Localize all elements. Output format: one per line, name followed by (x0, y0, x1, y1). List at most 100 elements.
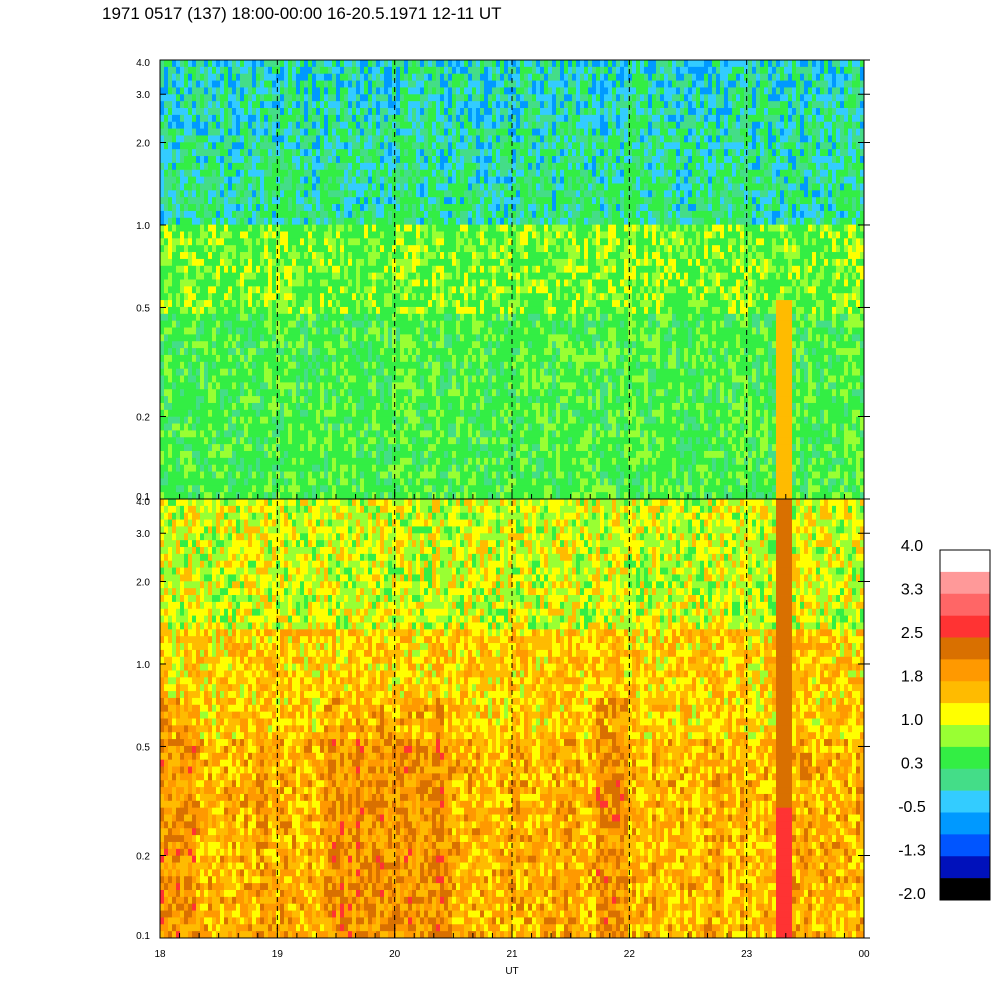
heat-cell (320, 341, 325, 349)
heat-cell (428, 464, 433, 472)
heat-cell (432, 66, 437, 75)
heat-cell (176, 416, 181, 424)
heat-cell (192, 471, 197, 479)
heat-cell (280, 149, 285, 157)
heat-cell (464, 478, 469, 486)
heat-cell (228, 265, 233, 274)
heat-cell (304, 416, 309, 424)
heat-cell (432, 471, 437, 479)
heat-cell (436, 402, 441, 411)
heat-cell (296, 101, 301, 109)
heat-cell (376, 348, 381, 356)
heat-cell (448, 149, 453, 157)
heat-cell (292, 190, 297, 198)
heat-cell (288, 327, 293, 335)
heat-cell (256, 73, 261, 81)
heat-cell (456, 327, 461, 335)
heat-cell (292, 485, 297, 493)
heat-cell (388, 60, 393, 68)
heat-cell (320, 327, 325, 335)
heat-cell (380, 60, 385, 68)
heat-cell (300, 361, 305, 370)
heat-cell (464, 224, 469, 232)
heat-cell (252, 60, 257, 68)
heat-cell (400, 156, 405, 164)
heat-cell (160, 354, 165, 363)
heat-cell (188, 375, 193, 383)
heat-cell (308, 245, 313, 253)
heat-cell (304, 231, 309, 239)
heat-cell (356, 80, 361, 88)
heat-cell (436, 492, 441, 499)
heat-cell (392, 361, 397, 370)
heat-cell (184, 87, 189, 95)
heat-cell (360, 272, 365, 280)
heat-cell (244, 464, 249, 472)
heat-cell (328, 423, 333, 431)
heat-cell (232, 114, 237, 123)
heat-cell (188, 210, 193, 219)
heat-cell (468, 156, 473, 164)
heat-cell (272, 361, 277, 370)
heat-cell (472, 80, 477, 88)
heat-cell (408, 73, 413, 81)
heat-cell (304, 162, 309, 171)
heat-cell (164, 341, 169, 349)
heat-cell (240, 320, 245, 328)
heat-cell (232, 80, 237, 88)
heat-cell (444, 279, 449, 287)
heat-cell (168, 402, 173, 411)
heat-cell (396, 94, 401, 102)
heat-cell (384, 238, 389, 246)
heat-cell (460, 135, 465, 143)
heat-cell (224, 238, 229, 246)
heat-cell (332, 313, 337, 322)
heat-cell (224, 402, 229, 411)
heat-cell (452, 478, 457, 486)
heat-cell (340, 279, 345, 287)
heat-cell (208, 94, 213, 102)
heat-cell (296, 409, 301, 418)
heat-cell (276, 94, 281, 102)
heat-cell (304, 197, 309, 205)
heat-cell (268, 416, 273, 424)
heat-cell (384, 245, 389, 253)
heat-cell (460, 478, 465, 486)
heat-cell (412, 306, 417, 315)
heat-cell (448, 73, 453, 81)
heat-cell (360, 348, 365, 356)
heat-cell (416, 245, 421, 253)
heat-cell (328, 485, 333, 493)
heat-cell (280, 224, 285, 232)
heat-cell (296, 437, 301, 445)
heat-cell (204, 108, 209, 116)
heat-cell (224, 217, 229, 226)
heat-cell (388, 368, 393, 376)
heat-cell (228, 238, 233, 246)
heat-cell (416, 279, 421, 287)
heat-cell (296, 231, 301, 239)
heat-cell (200, 114, 205, 123)
heat-cell (320, 162, 325, 171)
heat-cell (284, 368, 289, 376)
heat-cell (452, 416, 457, 424)
heat-cell (164, 293, 169, 301)
heat-cell (308, 402, 313, 411)
heat-cell (412, 238, 417, 246)
heat-cell (444, 121, 449, 129)
heat-cell (440, 94, 445, 102)
heat-cell (468, 293, 473, 301)
heat-cell (396, 197, 401, 205)
heat-cell (428, 485, 433, 493)
heat-cell (264, 402, 269, 411)
heat-cell (424, 142, 429, 150)
heat-cell (264, 286, 269, 294)
heat-cell (248, 450, 253, 459)
heat-cell (416, 471, 421, 479)
heat-cell (180, 258, 185, 267)
heat-cell (404, 108, 409, 116)
heat-cell (176, 60, 181, 68)
heat-cell (404, 375, 409, 383)
heat-cell (428, 478, 433, 486)
heat-cell (344, 258, 349, 267)
